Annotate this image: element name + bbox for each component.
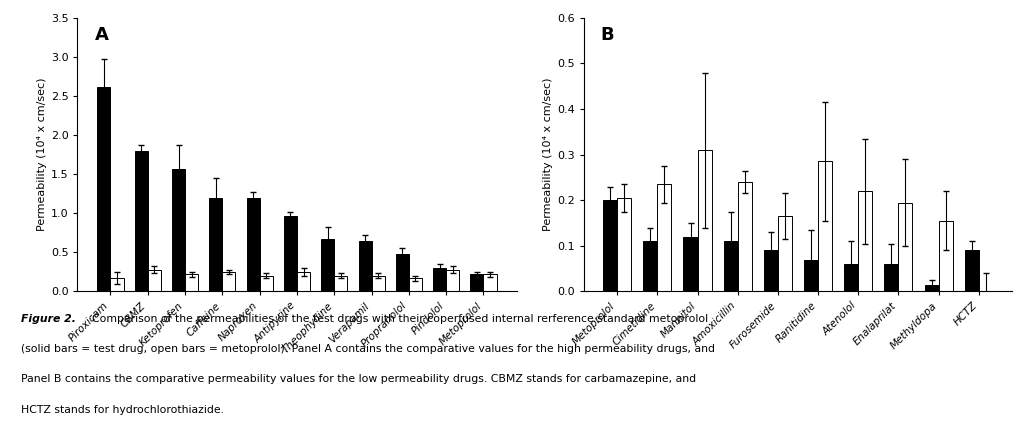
Bar bbox=[358, 241, 372, 291]
Text: HCTZ stands for hydrochlorothiazide.: HCTZ stands for hydrochlorothiazide. bbox=[21, 405, 224, 414]
Bar bbox=[259, 276, 273, 291]
Bar bbox=[173, 169, 185, 291]
Bar bbox=[603, 200, 617, 291]
Bar bbox=[111, 278, 124, 291]
Bar bbox=[134, 151, 148, 291]
Text: (solid bars = test drug, open bars = metoprolol). Panel A contains the comparati: (solid bars = test drug, open bars = met… bbox=[21, 344, 715, 354]
Bar bbox=[222, 272, 236, 291]
Y-axis label: Permeability (10⁴ x cm/sec): Permeability (10⁴ x cm/sec) bbox=[36, 78, 46, 231]
Bar bbox=[247, 198, 259, 291]
Bar bbox=[697, 150, 712, 291]
Bar bbox=[470, 274, 483, 291]
Bar bbox=[858, 191, 872, 291]
Bar bbox=[763, 251, 778, 291]
Bar bbox=[372, 276, 384, 291]
Bar bbox=[284, 216, 298, 291]
Bar bbox=[657, 184, 671, 291]
Bar bbox=[409, 278, 421, 291]
Bar bbox=[939, 221, 952, 291]
Bar bbox=[899, 202, 912, 291]
Bar bbox=[925, 285, 939, 291]
Bar bbox=[148, 270, 161, 291]
Bar bbox=[335, 276, 347, 291]
Bar bbox=[396, 254, 409, 291]
Bar bbox=[210, 198, 222, 291]
Bar bbox=[433, 268, 446, 291]
Bar bbox=[804, 259, 818, 291]
Bar bbox=[97, 87, 111, 291]
Bar bbox=[644, 241, 657, 291]
Bar bbox=[446, 270, 460, 291]
Text: B: B bbox=[601, 26, 615, 44]
Bar bbox=[684, 237, 697, 291]
Text: Comparison of the permeabilities of the test drugs with their coperfused interna: Comparison of the permeabilities of the … bbox=[85, 314, 708, 324]
Text: Figure 2.: Figure 2. bbox=[21, 314, 75, 324]
Bar bbox=[884, 264, 899, 291]
Text: Panel B contains the comparative permeability values for the low permeability dr: Panel B contains the comparative permeab… bbox=[21, 374, 696, 384]
Text: A: A bbox=[95, 26, 108, 44]
Bar bbox=[185, 274, 198, 291]
Bar bbox=[483, 274, 497, 291]
Bar bbox=[298, 272, 310, 291]
Bar bbox=[738, 182, 752, 291]
Bar bbox=[844, 264, 858, 291]
Bar bbox=[818, 162, 833, 291]
Bar bbox=[724, 241, 738, 291]
Bar bbox=[617, 198, 631, 291]
Bar bbox=[321, 239, 335, 291]
Y-axis label: Permeability (10⁴ x cm/sec): Permeability (10⁴ x cm/sec) bbox=[542, 78, 553, 231]
Bar bbox=[778, 216, 792, 291]
Bar bbox=[965, 251, 979, 291]
